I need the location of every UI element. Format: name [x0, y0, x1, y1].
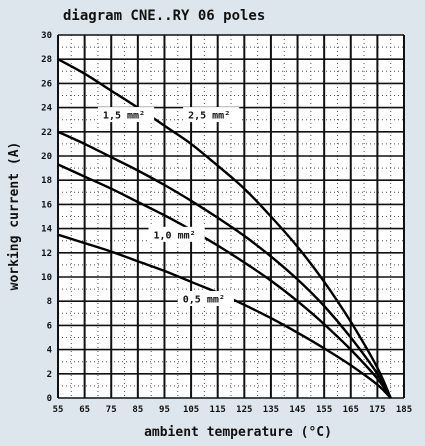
y-tick-label: 10	[41, 273, 52, 283]
series-label-box	[177, 290, 234, 306]
series-line	[57, 58, 392, 399]
y-tick-label: 26	[41, 79, 52, 89]
x-tick-label: 115	[210, 405, 226, 415]
y-tick-label: 28	[41, 55, 52, 65]
y-tick-label: 12	[41, 249, 52, 259]
grid	[57, 34, 405, 399]
x-tick-label: 125	[236, 405, 252, 415]
series-label-text: 1,0 mm²	[153, 230, 195, 241]
y-tick-label: 0	[47, 394, 52, 404]
x-axis-label: ambient temperature (°C)	[144, 425, 332, 440]
y-axis-label: working current (A)	[7, 142, 22, 291]
series-labels: 2,5 mm² 1,5 mm² 1,0 mm² 0,5 mm²	[97, 107, 240, 306]
y-tick-label: 4	[47, 346, 53, 356]
x-tick-label: 165	[343, 405, 359, 415]
y-tick-label: 14	[41, 225, 52, 235]
x-tick-label: 65	[79, 405, 90, 415]
series-label-box	[148, 226, 205, 242]
series-line	[57, 163, 392, 399]
x-tick-label: 85	[132, 405, 143, 415]
series-label: 0,5 mm²	[177, 290, 234, 306]
series-label-text: 2,5 mm²	[188, 111, 230, 122]
y-tick-label: 22	[41, 128, 52, 138]
y-tick-label: 2	[47, 370, 52, 380]
series-label-text: 1,5 mm²	[103, 111, 145, 122]
y-tick-label: 30	[41, 31, 52, 41]
x-tick-label: 95	[159, 405, 170, 415]
x-tick-label: 55	[53, 405, 64, 415]
y-tick-label: 18	[41, 176, 52, 186]
x-tick-label: 75	[106, 405, 117, 415]
series-label: 1,5 mm²	[97, 107, 155, 123]
series-lines	[57, 58, 392, 399]
axis-ticks: 55 65 75 85 95 105 115 125 135 145 155 165 175 185024…	[41, 31, 412, 415]
y-tick-label: 6	[47, 321, 52, 331]
y-tick-label: 24	[41, 104, 52, 114]
y-tick-label: 16	[41, 200, 52, 210]
series-label: 1,0 mm²	[148, 226, 205, 242]
x-tick-label: 105	[183, 405, 199, 415]
x-tick-label: 135	[263, 405, 279, 415]
x-tick-label: 185	[396, 405, 412, 415]
x-tick-label: 175	[369, 405, 385, 415]
series-line	[57, 130, 392, 399]
x-tick-label: 155	[316, 405, 332, 415]
series-label-text: 0,5 mm²	[183, 294, 225, 305]
series-label: 2,5 mm²	[183, 107, 240, 123]
series-label-box	[97, 107, 155, 123]
x-tick-label: 145	[289, 405, 305, 415]
series-label-box	[183, 107, 240, 123]
y-tick-label: 8	[47, 297, 52, 307]
y-tick-label: 20	[41, 152, 52, 162]
chart-title: diagram CNE..RY 06 poles	[63, 8, 265, 24]
